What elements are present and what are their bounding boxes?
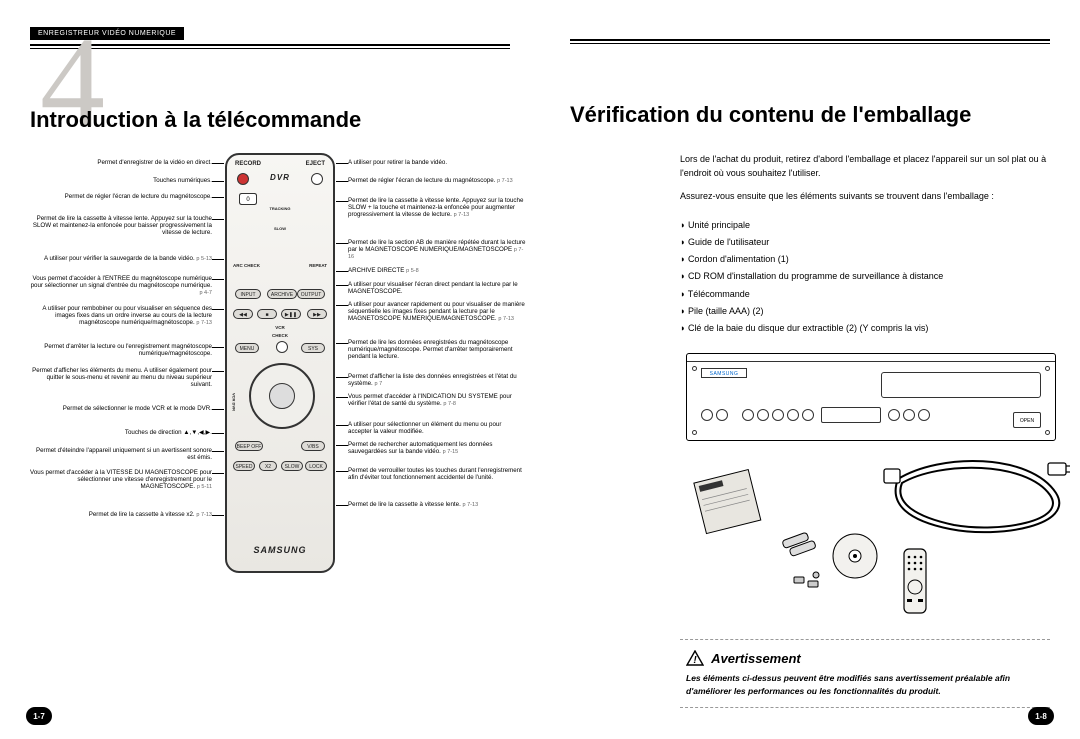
page-title: Vérification du contenu de l'emballage	[570, 102, 1050, 128]
callout: Permet de lire la section AB de manière …	[348, 239, 526, 261]
samsung-logo: SAMSUNG	[227, 545, 333, 555]
callout: Permet de verrouiller toutes les touches…	[348, 467, 526, 481]
callout: Permet de sélectionner le mode VCR et le…	[30, 405, 212, 412]
arccheck-label: ARC CHECK	[233, 263, 260, 268]
x2-button: X2	[259, 461, 277, 471]
vcr-label: VCR	[227, 325, 333, 330]
bullet-item: Pile (taille AAA) (2)	[680, 303, 1050, 320]
cdrom-icon	[830, 531, 880, 581]
stop-button: ■	[257, 309, 277, 319]
warning-title-text: Avertissement	[711, 651, 801, 666]
manual-icon	[690, 469, 770, 539]
callout: Permet d'éteindre l'appareil uniquement …	[30, 447, 212, 461]
callout: A utiliser pour sélectionner un élément …	[348, 421, 526, 435]
dvr-logo: SAMSUNG	[701, 368, 747, 378]
callout: Permet d'afficher la liste des données e…	[348, 373, 526, 387]
beepoff-button: BEEP OFF	[235, 441, 263, 451]
dvr-label: DVR	[227, 173, 333, 182]
callout: Permet de lire les données enregistrées …	[348, 339, 526, 360]
callout: Permet d'arrêter la lecture ou l'enregis…	[30, 343, 212, 357]
bullet-item: Guide de l'utilisateur	[680, 234, 1050, 251]
bullet-item: Unité principale	[680, 217, 1050, 234]
output-button: OUTPUT	[297, 289, 325, 299]
speed-button: SPEED	[233, 461, 255, 471]
bullet-item: Clé de la baie du disque dur extractible…	[680, 320, 1050, 337]
intro-text-2: Assurez-vous ensuite que les éléments su…	[680, 189, 1050, 203]
right-page: 5 Vérification du contenu de l'emballage…	[540, 0, 1080, 739]
dvr-door	[881, 372, 1041, 398]
callout: Permet de régler l'écran de lecture du m…	[30, 193, 212, 200]
sys-button: SYS	[301, 343, 325, 353]
bullet-item: Cordon d'alimentation (1)	[680, 251, 1050, 268]
check-label: CHECK	[227, 333, 333, 338]
callout: Permet de lire la cassette à vitesse len…	[30, 215, 212, 236]
direction-ring	[249, 363, 315, 429]
keypad-0: 0	[239, 193, 257, 205]
accessories-illustration	[680, 459, 1050, 609]
lock-button: LOCK	[305, 461, 327, 471]
rew-button: ◀◀	[233, 309, 253, 319]
callout: Permet d'enregistrer de la vidéo en dire…	[30, 159, 212, 166]
callout: Permet de lire la cassette à vitesse len…	[348, 197, 526, 219]
callout: Vous permet d'accéder à la VITESSE DU MA…	[30, 469, 212, 491]
callout: Permet d'afficher les éléments du menu. …	[30, 367, 212, 388]
keys-icon	[790, 569, 830, 599]
page-number: 1-8	[1028, 707, 1054, 725]
menu-button: MENU	[235, 343, 259, 353]
tracking-label: TRACKING	[227, 207, 333, 212]
remote-control-illustration: RECORD EJECT DVR 1234567890 TRACKING SLO…	[225, 153, 335, 573]
contents-list: Unité principaleGuide de l'utilisateurCo…	[680, 217, 1050, 337]
bullet-item: Télécommande	[680, 286, 1050, 303]
callout: Touches numériques.	[30, 177, 212, 184]
callout: A utiliser pour rembobiner ou pour visua…	[30, 305, 212, 327]
remote-icon	[900, 547, 930, 617]
vcr-check-button	[276, 341, 288, 353]
power-cord-icon	[880, 459, 1070, 549]
left-page: ENREGISTREUR VIDÉO NUMERIQUE 4 Introduct…	[0, 0, 540, 739]
open-button: OPEN	[1013, 412, 1041, 428]
callout: ARCHIVE DIRECTE p 5-8	[348, 267, 526, 274]
remote-diagram: RECORD EJECT DVR 1234567890 TRACKING SLO…	[30, 153, 510, 623]
ok-button	[269, 383, 295, 409]
callout: Touches de direction ▲,▼,◀,▶.	[30, 429, 212, 436]
callout: A utiliser pour retirer la bande vidéo.	[348, 159, 526, 166]
ff-button: ▶▶	[307, 309, 327, 319]
vcrdvr-label: VCR DVR	[231, 393, 236, 411]
input-button: INPUT	[235, 289, 261, 299]
callout: Permet de lire la cassette à vitesse len…	[348, 501, 526, 508]
warning-text: Les éléments ci-dessus peuvent être modi…	[686, 672, 1044, 698]
page-number: 1-7	[26, 707, 52, 725]
intro-text-1: Lors de l'achat du produit, retirez d'ab…	[680, 152, 1050, 181]
play-button: ▶❚❚	[281, 309, 301, 319]
callout: Vous permet d'accéder à l'INDICATION DU …	[348, 393, 526, 407]
rule-thick	[570, 39, 1050, 41]
callout: Permet de lire la cassette à vitesse x2.…	[30, 511, 212, 518]
record-label: RECORD	[235, 161, 261, 168]
warning-icon: !	[686, 650, 704, 666]
callout: A utiliser pour vérifier la sauvegarde d…	[30, 255, 212, 262]
dvr-unit-illustration: SAMSUNG OPEN	[686, 353, 1056, 441]
callout: A utiliser pour avancer rapidement ou po…	[348, 301, 526, 323]
warning-title: ! Avertissement	[686, 650, 1044, 666]
slow-label: SLOW	[227, 227, 333, 232]
rule-thin	[570, 43, 1050, 44]
vbs-button: V/BS	[301, 441, 325, 451]
callout: Vous permet d'accéder à l'ENTREE du magn…	[30, 275, 212, 297]
bullet-item: CD ROM d'installation du programme de su…	[680, 268, 1050, 285]
batteries-icon	[780, 529, 820, 559]
eject-label: EJECT	[306, 161, 325, 168]
slow2-button: SLOW	[281, 461, 303, 471]
repeat-label: REPEAT	[309, 263, 327, 268]
callout: Permet de régler l'écran de lecture du m…	[348, 177, 526, 184]
callout: Permet de rechercher automatiquement les…	[348, 441, 526, 455]
archive-button: ARCHIVE	[267, 289, 297, 299]
warning-box: ! Avertissement Les éléments ci-dessus p…	[680, 639, 1050, 709]
callout: A utiliser pour visualiser l'écran direc…	[348, 281, 526, 295]
page-title: Introduction à la télécommande	[30, 107, 510, 133]
